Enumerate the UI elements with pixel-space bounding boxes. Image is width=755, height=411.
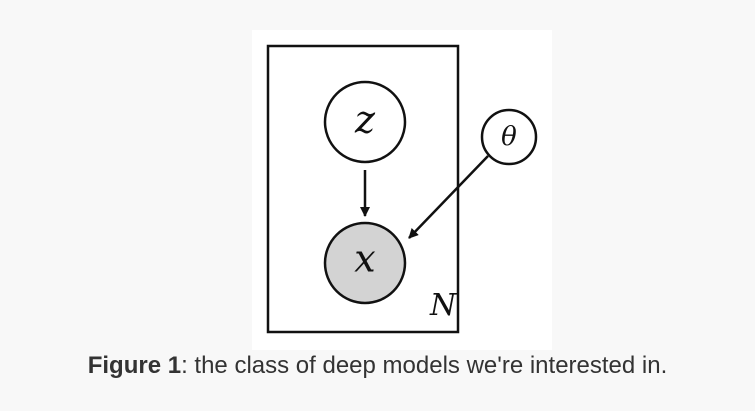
node-z: z bbox=[323, 80, 407, 164]
node-x-label: x bbox=[354, 237, 375, 281]
node-x: x bbox=[323, 221, 407, 305]
node-theta-circle bbox=[480, 108, 538, 166]
figure-caption: Figure 1: the class of deep models we're… bbox=[0, 352, 755, 380]
graphical-model-diagram: N z x θ bbox=[266, 44, 538, 334]
figure-number: Figure 1 bbox=[87, 352, 182, 379]
node-theta: θ bbox=[480, 108, 538, 166]
plate bbox=[266, 44, 460, 334]
node-x-circle bbox=[323, 221, 407, 305]
node-z-label: z bbox=[354, 98, 376, 142]
caption-text: : the class of deep models we're interes… bbox=[181, 352, 668, 379]
node-theta-label: θ bbox=[501, 122, 517, 152]
node-z-circle bbox=[323, 80, 407, 164]
edge-theta-to-x bbox=[408, 155, 489, 239]
graphical-model-figure: N z x θ bbox=[252, 30, 552, 350]
plate-label: N bbox=[429, 288, 458, 323]
